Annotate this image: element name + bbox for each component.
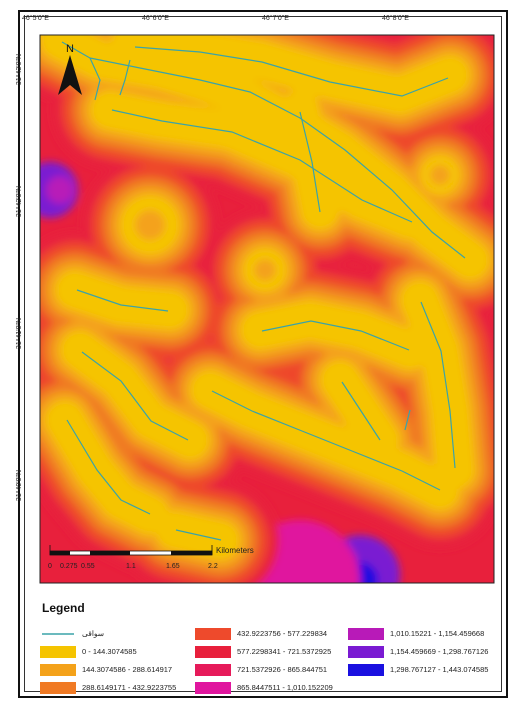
legend-swatch [195, 682, 231, 694]
legend-swatch [40, 664, 76, 676]
stream-line [299, 111, 321, 213]
legend-class-label: 721.5372926 - 865.844751 [237, 665, 328, 674]
legend-swatch [40, 682, 76, 694]
stream-line [76, 289, 169, 312]
legend-swatch [195, 646, 231, 658]
legend-class-label: 432.9223756 - 577.229834 [237, 629, 328, 638]
legend-swatch [348, 628, 384, 640]
legend-class-label: 865.8447511 - 1,010.152209 [237, 683, 333, 692]
legend-swatch [195, 628, 231, 640]
legend-stream-label: سواقی [82, 629, 105, 638]
legend-title: Legend [42, 601, 85, 615]
legend-class-label: 1,298.767127 - 1,443.074585 [390, 665, 489, 674]
legend-swatch [40, 646, 76, 658]
scale-label-5: 2.2 [208, 563, 218, 570]
stream-line [341, 381, 381, 441]
stream-line [119, 59, 131, 96]
legend-class-label: 577.2298341 - 721.5372925 [237, 647, 332, 656]
top-tick-3: 46°7'0"E [262, 15, 289, 22]
north-arrow: N [58, 43, 82, 95]
legend-class-label: 144.3074586 - 288.614917 [82, 665, 173, 674]
left-tick-4: 31°40'0"N [16, 469, 24, 502]
stream-line-icon [42, 633, 74, 635]
top-tick-1: 46°5'0"E [22, 15, 49, 22]
left-tick-2: 31°42'0"N [16, 185, 24, 218]
legend-class-label: 1,154.459669 - 1,298.767126 [390, 647, 489, 656]
legend-swatch [348, 664, 384, 676]
stream-line [261, 320, 410, 351]
left-tick-1: 31°43'0"N [16, 53, 24, 86]
stream-line [404, 409, 411, 431]
stream-line [211, 390, 441, 491]
stream-line [420, 301, 456, 469]
top-tick-2: 46°6'0"E [142, 15, 169, 22]
stream-line [111, 109, 413, 223]
stream-network [61, 41, 466, 541]
scale-bar [49, 545, 213, 556]
stream-line [61, 41, 101, 101]
left-tick-3: 31°41'0"N [16, 317, 24, 350]
top-tick-4: 46°8'0"E [382, 15, 409, 22]
stream-line [175, 529, 222, 541]
scale-label-0: 0 [48, 563, 52, 570]
scale-unit: Kilometers [216, 546, 254, 555]
legend-swatch [348, 646, 384, 658]
stream-line [134, 46, 449, 97]
map-frame-inner [24, 16, 502, 692]
legend-class-label: 1,010.15221 - 1,154.459668 [390, 629, 485, 638]
legend-class-label: 0 - 144.3074585 [82, 647, 137, 656]
legend-swatch [195, 664, 231, 676]
stream-line [66, 419, 151, 515]
stream-line [81, 351, 189, 441]
scale-label-4: 1.65 [166, 563, 180, 570]
scale-label-3: 1.1 [126, 563, 136, 570]
legend-class-label: 288.6149171 - 432.9223755 [82, 683, 177, 692]
stream-line [89, 57, 466, 259]
map-border [39, 34, 495, 584]
north-label: N [66, 43, 74, 55]
scale-label-1: 0.275 [60, 563, 78, 570]
scale-label-2: 0.55 [81, 563, 95, 570]
